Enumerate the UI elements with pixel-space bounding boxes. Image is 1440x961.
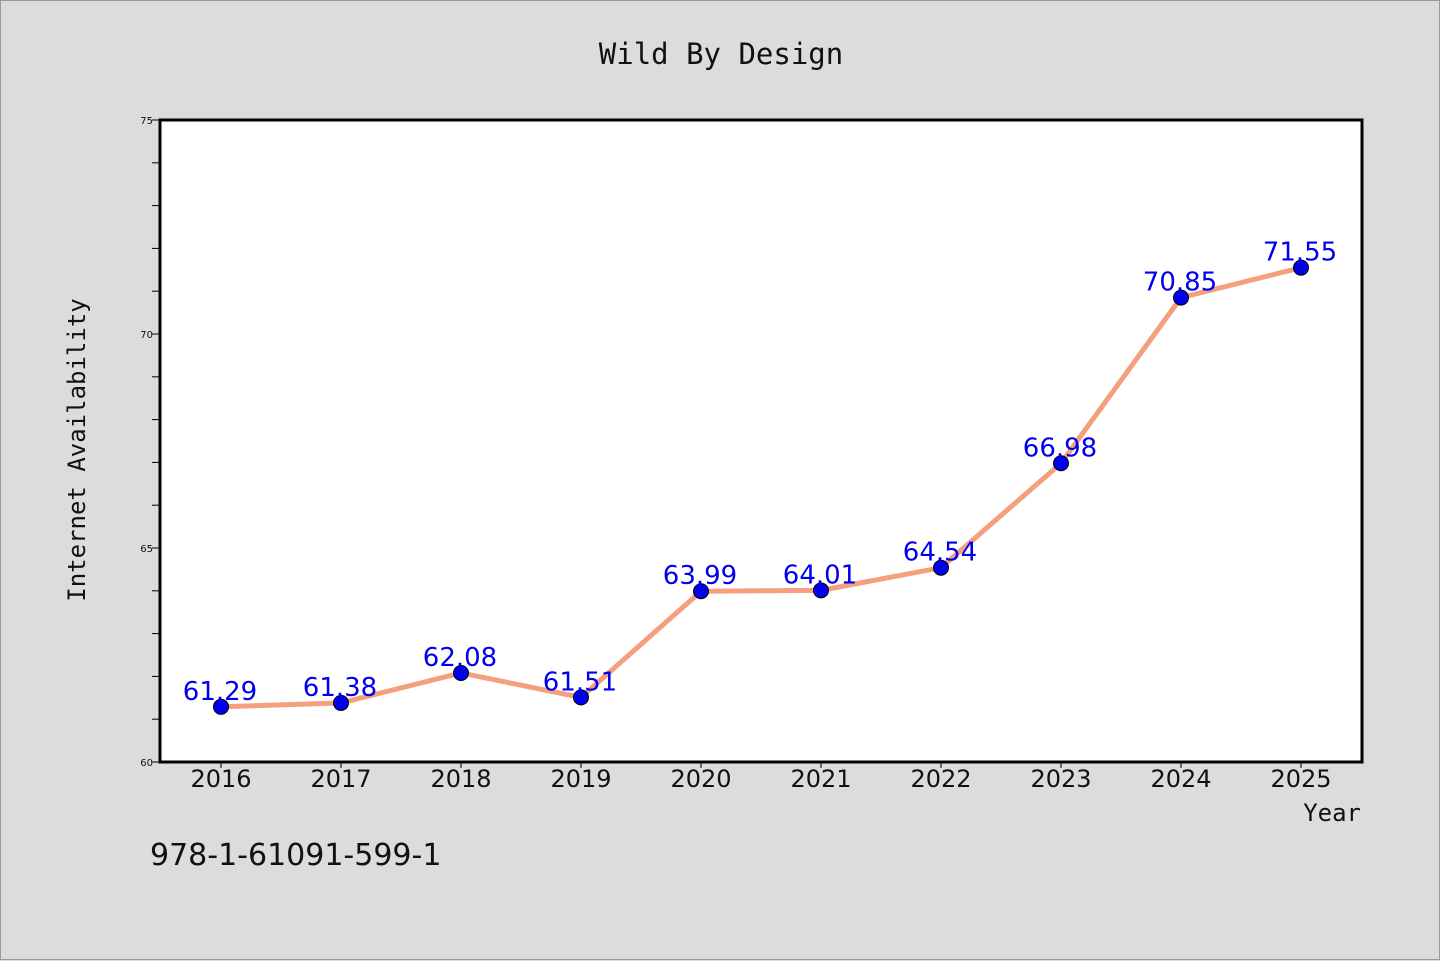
isbn-text: 978-1-61091-599-1 [150, 838, 441, 873]
x-axis-title: Year [1303, 799, 1361, 827]
data-label: 63.99 [663, 561, 737, 591]
data-label: 62.08 [423, 643, 497, 673]
data-label: 61.38 [303, 673, 377, 703]
x-tick-label: 2020 [670, 765, 731, 793]
x-tick-label: 2024 [1150, 765, 1211, 793]
x-tick-label: 2019 [550, 765, 611, 793]
x-axis: 2016 2017 2018 2019 2020 2021 2022 2023 2024 2025 [190, 762, 1332, 793]
data-point [1173, 289, 1189, 306]
data-point [333, 694, 349, 711]
series-points-group [213, 259, 1309, 715]
data-label: 61.29 [183, 677, 257, 707]
y-tick-label: 75 [140, 116, 153, 127]
data-point [1053, 455, 1069, 472]
data-point [813, 582, 829, 599]
series-line-group [218, 265, 1304, 710]
data-point [573, 689, 589, 706]
data-label: 64.01 [783, 560, 857, 590]
data-label: 71.55 [1263, 238, 1337, 268]
x-tick-label: 2023 [1030, 765, 1091, 793]
data-point [693, 583, 709, 600]
data-point [933, 559, 949, 576]
y-axis: 60 65 70 75 [140, 116, 160, 769]
series-line [218, 265, 1304, 710]
y-tick-label: 70 [140, 330, 153, 341]
data-label: 61.51 [543, 667, 617, 697]
x-tick-label: 2025 [1270, 765, 1331, 793]
x-tick-label: 2017 [310, 765, 371, 793]
plot-area [158, 118, 1364, 764]
chart-title: Wild By Design [599, 37, 843, 71]
data-point [213, 698, 229, 715]
data-point [453, 664, 469, 681]
data-label: 70.85 [1143, 268, 1217, 298]
x-tick-label: 2021 [790, 765, 851, 793]
data-label: 64.54 [903, 538, 977, 568]
y-tick-label: 65 [140, 544, 153, 555]
data-point [1293, 259, 1309, 276]
data-label: 66.98 [1023, 433, 1097, 463]
y-axis-title: Internet Availability [63, 298, 91, 601]
x-tick-label: 2016 [190, 765, 251, 793]
x-tick-label: 2018 [430, 765, 491, 793]
data-labels-group: 61.29 61.38 62.08 61.51 63.99 64.01 64.54 66.98… [183, 238, 1337, 707]
x-tick-label: 2022 [910, 765, 971, 793]
y-tick-label: 60 [140, 758, 153, 769]
